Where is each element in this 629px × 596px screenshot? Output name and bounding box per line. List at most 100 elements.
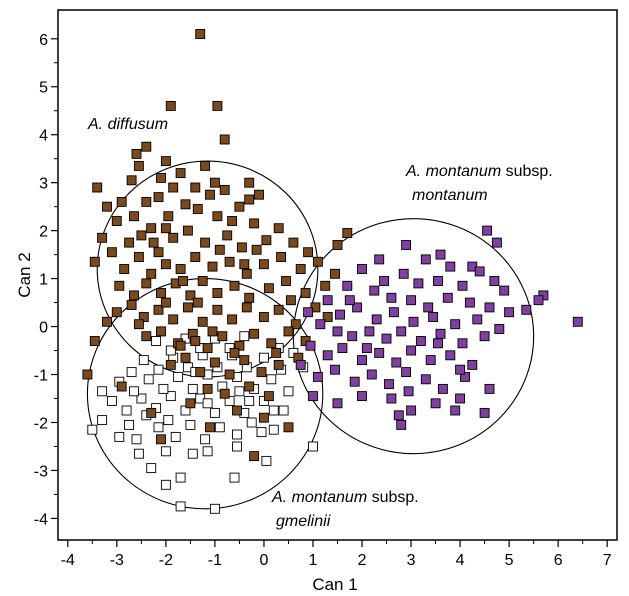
- point-diffusum: [156, 288, 166, 298]
- point-montanum: [369, 285, 380, 296]
- point-gmelinii: [261, 455, 272, 466]
- point-diffusum: [217, 331, 228, 342]
- point-montanum: [342, 280, 353, 291]
- point-diffusum: [258, 312, 269, 322]
- point-diffusum: [273, 359, 284, 370]
- point-diffusum: [182, 302, 193, 313]
- label-gmelinii-species: A. montanum: [271, 489, 367, 506]
- point-diffusum: [261, 235, 272, 246]
- point-gmelinii: [163, 415, 174, 426]
- point-montanum: [403, 386, 414, 397]
- point-montanum: [521, 304, 532, 315]
- point-gmelinii: [232, 441, 242, 452]
- point-gmelinii: [187, 448, 198, 459]
- point-gmelinii: [160, 479, 171, 490]
- point-montanum: [433, 338, 443, 349]
- point-diffusum: [249, 451, 260, 462]
- point-gmelinii: [151, 336, 162, 346]
- point-diffusum: [227, 314, 238, 325]
- point-montanum: [332, 398, 343, 409]
- point-diffusum: [141, 278, 152, 289]
- point-gmelinii: [143, 374, 154, 385]
- x-tick-label: 5: [505, 552, 514, 569]
- point-diffusum: [190, 252, 201, 262]
- point-montanum: [352, 302, 363, 313]
- point-montanum: [295, 359, 306, 370]
- point-diffusum: [116, 381, 127, 392]
- point-gmelinii: [308, 441, 318, 452]
- point-diffusum: [168, 232, 179, 243]
- point-gmelinii: [158, 383, 169, 394]
- label-gmelinii-epithet: gmelinii: [276, 513, 331, 530]
- point-diffusum: [249, 328, 260, 339]
- point-montanum: [401, 240, 412, 250]
- point-montanum: [420, 374, 431, 385]
- y-tick-label: -2: [34, 415, 48, 432]
- point-diffusum: [212, 288, 223, 298]
- point-diffusum: [168, 182, 179, 193]
- point-diffusum: [244, 177, 255, 188]
- point-montanum: [364, 326, 375, 337]
- x-tick-label: 2: [358, 552, 367, 569]
- point-montanum: [357, 391, 367, 402]
- point-diffusum: [232, 405, 242, 416]
- point-diffusum: [182, 225, 193, 236]
- point-montanum: [479, 407, 490, 418]
- point-montanum: [423, 302, 434, 313]
- point-diffusum: [156, 434, 166, 445]
- point-montanum: [420, 254, 431, 265]
- point-gmelinii: [258, 352, 269, 363]
- point-diffusum: [258, 412, 269, 423]
- point-montanum: [361, 343, 372, 354]
- point-montanum: [374, 254, 385, 265]
- point-montanum: [464, 297, 475, 308]
- point-gmelinii: [160, 446, 171, 457]
- point-diffusum: [175, 264, 186, 274]
- label-montanum-line1: A. montanum subsp.: [405, 163, 553, 180]
- point-montanum: [386, 292, 397, 303]
- point-gmelinii: [97, 386, 108, 397]
- point-diffusum: [283, 326, 294, 337]
- point-diffusum: [185, 290, 196, 301]
- point-diffusum: [205, 189, 215, 200]
- point-gmelinii: [170, 431, 181, 442]
- point-montanum: [379, 276, 390, 286]
- point-gmelinii: [97, 415, 108, 426]
- point-montanum: [415, 336, 426, 346]
- point-montanum: [450, 405, 461, 416]
- point-montanum: [381, 333, 392, 344]
- point-montanum: [428, 312, 439, 322]
- point-diffusum: [219, 388, 230, 399]
- point-diffusum: [219, 134, 230, 145]
- point-diffusum: [312, 256, 323, 267]
- point-diffusum: [222, 230, 233, 241]
- label-gmelinii-line1: A. montanum subsp.: [271, 489, 419, 506]
- point-diffusum: [175, 340, 186, 351]
- point-montanum: [347, 331, 358, 342]
- point-diffusum: [207, 261, 218, 272]
- y-tick-label: -3: [34, 463, 48, 480]
- label-gmelinii-subsp: subsp.: [367, 489, 419, 506]
- x-axis-title: Can 1: [312, 575, 357, 594]
- point-gmelinii: [232, 429, 242, 440]
- y-tick-label: 1: [39, 272, 48, 289]
- point-diffusum: [111, 307, 122, 318]
- point-gmelinii: [185, 419, 196, 430]
- point-gmelinii: [175, 501, 186, 512]
- point-diffusum: [227, 216, 238, 226]
- point-montanum: [349, 376, 360, 387]
- point-gmelinii: [165, 345, 176, 356]
- point-diffusum: [283, 422, 294, 433]
- point-diffusum: [200, 237, 211, 248]
- point-diffusum: [212, 100, 223, 111]
- point-diffusum: [273, 304, 284, 315]
- point-montanum: [330, 364, 340, 375]
- point-diffusum: [276, 252, 287, 262]
- point-diffusum: [295, 264, 306, 274]
- point-gmelinii: [173, 371, 184, 382]
- point-gmelinii: [268, 424, 279, 435]
- point-montanum: [391, 357, 402, 368]
- point-diffusum: [190, 182, 201, 193]
- point-diffusum: [153, 304, 164, 315]
- point-montanum: [442, 292, 453, 303]
